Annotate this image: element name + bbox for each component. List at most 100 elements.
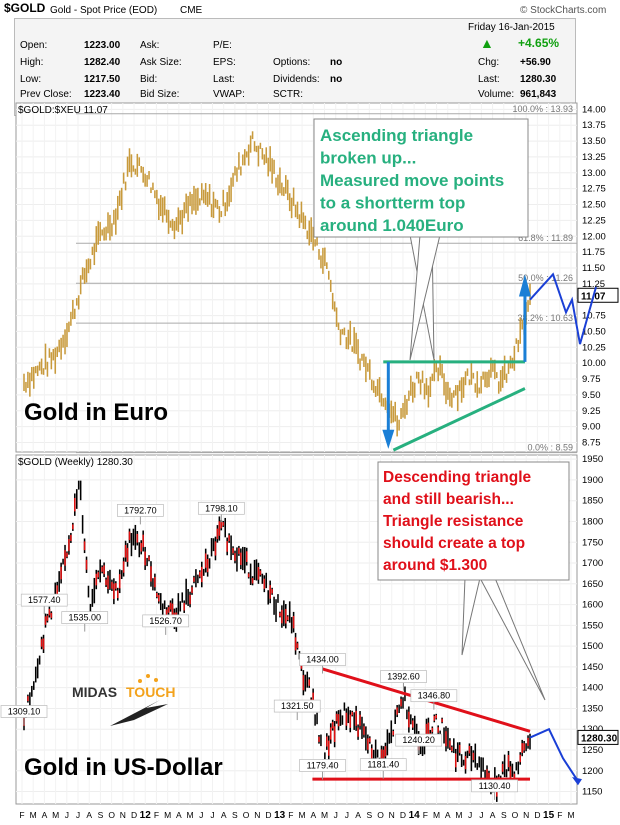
- x-tick-label: J: [334, 810, 338, 820]
- x-tick-label: N: [120, 810, 126, 820]
- quote-value: 961,843: [520, 89, 557, 100]
- y-tick-label: 10.75: [582, 311, 606, 322]
- x-tick-label: M: [164, 810, 171, 820]
- quote-header: $GOLD Gold - Spot Price (EOD) CME © Stoc…: [0, 0, 620, 116]
- price-label: 1535.00: [68, 613, 101, 623]
- x-tick-label: J: [199, 810, 203, 820]
- y-tick-label: 13.50: [582, 136, 606, 147]
- quote-label: EPS:: [213, 57, 236, 68]
- x-tick-label: 12: [140, 810, 152, 821]
- price-label-box: [471, 779, 518, 793]
- triangle-support-line: [392, 387, 526, 452]
- x-tick-label: 15: [543, 810, 555, 821]
- logo-star-icon: [146, 674, 150, 678]
- quote-value: 1280.30: [520, 74, 557, 85]
- up-arrow-icon: ▲: [480, 35, 494, 51]
- quote-label: Low:: [20, 74, 42, 85]
- logo-text-touch: TOUCH: [126, 684, 176, 700]
- fib-label: 100.0% : 13.93: [512, 104, 573, 114]
- callout-line: and still bearish...: [383, 491, 514, 508]
- callout-line: Descending triangle: [383, 469, 532, 486]
- x-tick-label: 13: [274, 810, 286, 821]
- x-tick-label: 14: [409, 810, 421, 821]
- x-tick-label: J: [345, 810, 349, 820]
- x-tick-label: A: [445, 810, 451, 820]
- y-tick-label: 13.00: [582, 168, 606, 179]
- x-tick-label: J: [479, 810, 483, 820]
- y-tick-label: 11.75: [582, 247, 605, 258]
- arrow-head-icon: [382, 429, 395, 449]
- callout-box: [377, 461, 570, 581]
- panel-overlay-label: Gold in Euro: [24, 399, 168, 426]
- quote-value: 1217.50: [84, 74, 121, 85]
- price-label: 1526.70: [149, 616, 182, 626]
- y-tick-label: 1350: [582, 703, 603, 714]
- y-tick-label: 1900: [582, 475, 603, 486]
- x-tick-label: A: [355, 810, 361, 820]
- callout-line: around 1.040Euro: [320, 216, 464, 235]
- y-tick-label: 1250: [582, 745, 603, 756]
- quote-label: Chg:: [478, 57, 500, 68]
- price-label-box: [273, 699, 321, 713]
- x-tick-label: J: [76, 810, 80, 820]
- price-label-box: [20, 593, 68, 607]
- x-tick-label: M: [433, 810, 440, 820]
- quote-label: Dividends:: [273, 74, 320, 85]
- quote-label: P/E:: [213, 40, 232, 51]
- instrument-name: Gold - Spot Price (EOD): [50, 5, 158, 16]
- symbol: $GOLD: [4, 1, 46, 15]
- last-value-tag: [577, 729, 619, 745]
- x-tick-label: A: [221, 810, 227, 820]
- x-tick-label: A: [176, 810, 182, 820]
- y-tick-label: 1450: [582, 662, 603, 673]
- callout-line: around $1.300: [383, 557, 487, 574]
- panel-title: $GOLD (Weekly) 1280.30: [18, 457, 133, 468]
- price-label: 1179.40: [307, 760, 339, 770]
- y-tick-label: 12.25: [582, 215, 606, 226]
- x-tick-label: S: [98, 810, 104, 820]
- quote-label: SCTR:: [273, 89, 303, 100]
- quote-label: Bid:: [140, 74, 158, 85]
- exchange: CME: [180, 5, 203, 16]
- x-tick-label: M: [567, 810, 574, 820]
- y-tick-label: 9.75: [582, 374, 601, 385]
- price-label-box: [117, 504, 164, 517]
- quote-value: no: [330, 57, 343, 68]
- x-tick-label: J: [468, 810, 472, 820]
- x-tick-label: M: [52, 810, 59, 820]
- y-tick-label: 1150: [582, 787, 602, 798]
- logo-text-midas: MIDAS: [72, 684, 117, 700]
- y-tick-label: 11.50: [582, 263, 605, 274]
- callout-box: [313, 118, 529, 238]
- callout-line: Triangle resistance: [383, 513, 524, 530]
- quote-label: Prev Close:: [20, 89, 72, 100]
- fib-label: 50.0% : 11.26: [518, 273, 573, 283]
- y-tick-label: 9.25: [582, 406, 601, 417]
- y-tick-label: 12.50: [582, 200, 606, 211]
- price-label: 1346.80: [418, 691, 451, 701]
- x-tick-label: M: [30, 810, 37, 820]
- y-tick-label: 10.00: [582, 358, 606, 369]
- y-tick-label: 9.50: [582, 390, 601, 401]
- x-tick-label: D: [534, 810, 540, 820]
- y-tick-label: 1850: [582, 496, 603, 507]
- x-tick-label: D: [400, 810, 406, 820]
- price-label: 1792.70: [124, 505, 157, 515]
- price-label: 1130.40: [479, 781, 511, 791]
- x-tick-label: A: [310, 810, 316, 820]
- y-tick-label: 13.25: [582, 152, 606, 163]
- y-tick-label: 13.75: [582, 120, 606, 131]
- quote-label: Last:: [213, 74, 235, 85]
- x-tick-label: M: [187, 810, 194, 820]
- quote-label: Open:: [20, 40, 48, 51]
- x-tick-label: S: [366, 810, 372, 820]
- fib-label: 38.2% : 10.63: [517, 313, 573, 323]
- y-tick-label: 1650: [582, 579, 603, 590]
- y-tick-label: 12.00: [582, 231, 606, 242]
- x-tick-label: S: [501, 810, 507, 820]
- quote-label: Bid Size:: [140, 89, 180, 100]
- x-tick-label: A: [42, 810, 48, 820]
- x-tick-label: A: [490, 810, 496, 820]
- quote-date: Friday 16-Jan-2015: [468, 22, 555, 33]
- price-label-box: [299, 759, 346, 772]
